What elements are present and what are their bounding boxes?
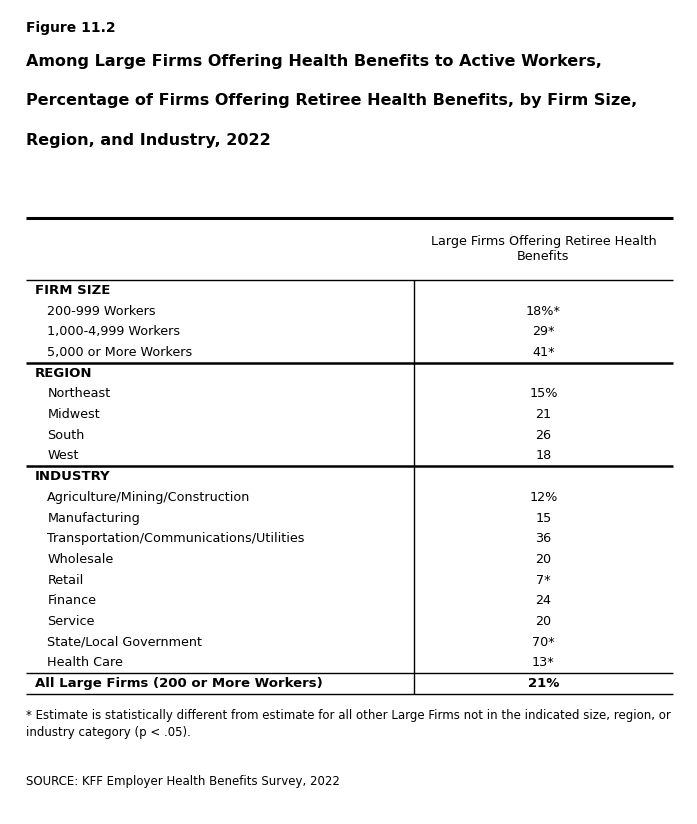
Text: South: South <box>47 428 85 442</box>
Text: 200-999 Workers: 200-999 Workers <box>47 305 156 318</box>
Text: Midwest: Midwest <box>47 408 100 421</box>
Text: 70*: 70* <box>532 635 555 648</box>
Text: REGION: REGION <box>35 367 92 380</box>
Text: Agriculture/Mining/Construction: Agriculture/Mining/Construction <box>47 491 251 503</box>
Text: Transportation/Communications/Utilities: Transportation/Communications/Utilities <box>47 532 305 545</box>
Text: Retail: Retail <box>47 574 84 587</box>
Text: FIRM SIZE: FIRM SIZE <box>35 284 110 297</box>
Text: Service: Service <box>47 615 95 628</box>
Text: Manufacturing: Manufacturing <box>47 512 140 525</box>
Text: Large Firms Offering Retiree Health
Benefits: Large Firms Offering Retiree Health Bene… <box>431 236 657 263</box>
Text: SOURCE: KFF Employer Health Benefits Survey, 2022: SOURCE: KFF Employer Health Benefits Sur… <box>26 775 340 788</box>
Text: 13*: 13* <box>532 656 555 669</box>
Text: INDUSTRY: INDUSTRY <box>35 471 111 483</box>
Text: 15%: 15% <box>529 387 558 400</box>
Text: West: West <box>47 449 79 462</box>
Text: 21%: 21% <box>528 677 559 690</box>
Text: 1,000-4,999 Workers: 1,000-4,999 Workers <box>47 325 181 339</box>
Text: 26: 26 <box>535 428 551 442</box>
Text: 29*: 29* <box>532 325 555 339</box>
Text: 15: 15 <box>535 512 551 525</box>
Text: 36: 36 <box>535 532 551 545</box>
Text: 18%*: 18%* <box>526 305 561 318</box>
Text: 21: 21 <box>535 408 551 421</box>
Text: Health Care: Health Care <box>47 656 123 669</box>
Text: 20: 20 <box>535 553 551 566</box>
Text: 18: 18 <box>535 449 551 462</box>
Text: 41*: 41* <box>532 346 555 359</box>
Text: 5,000 or More Workers: 5,000 or More Workers <box>47 346 192 359</box>
Text: Figure 11.2: Figure 11.2 <box>26 21 116 35</box>
Text: Among Large Firms Offering Health Benefits to Active Workers,: Among Large Firms Offering Health Benefi… <box>26 54 602 68</box>
Text: 12%: 12% <box>529 491 558 503</box>
Text: State/Local Government: State/Local Government <box>47 635 202 648</box>
Text: 7*: 7* <box>536 574 551 587</box>
Text: Percentage of Firms Offering Retiree Health Benefits, by Firm Size,: Percentage of Firms Offering Retiree Hea… <box>26 93 638 108</box>
Text: Finance: Finance <box>47 594 96 607</box>
Text: Wholesale: Wholesale <box>47 553 114 566</box>
Text: * Estimate is statistically different from estimate for all other Large Firms no: * Estimate is statistically different fr… <box>26 709 671 739</box>
Text: All Large Firms (200 or More Workers): All Large Firms (200 or More Workers) <box>35 677 323 690</box>
Text: 20: 20 <box>535 615 551 628</box>
Text: Northeast: Northeast <box>47 387 111 400</box>
Text: 24: 24 <box>535 594 551 607</box>
Text: Region, and Industry, 2022: Region, and Industry, 2022 <box>26 133 271 147</box>
